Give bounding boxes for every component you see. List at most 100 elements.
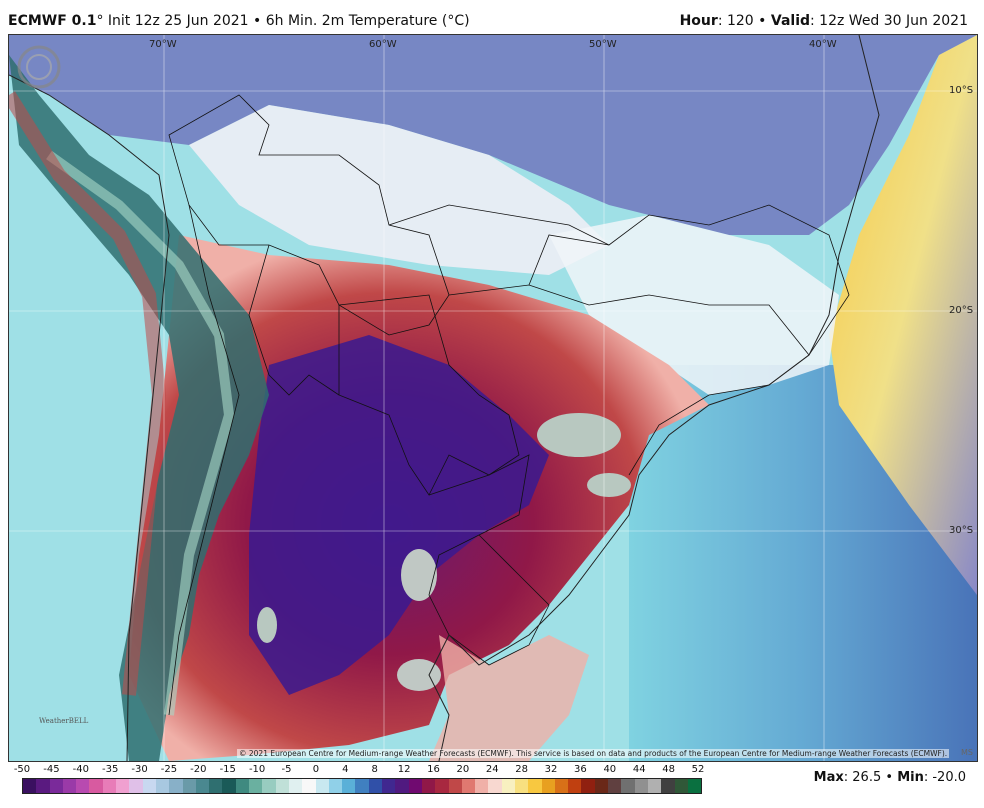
valid-label: Valid [770,13,811,29]
colorbar-tick-label: -45 [43,764,60,775]
country-borders [168,94,850,716]
colorbar-swatch [594,779,609,793]
copyright-notice: © 2021 European Centre for Medium-range … [237,749,950,758]
colorbar-swatch [687,779,702,793]
colorbar-swatch [23,779,37,793]
colorbar-tick-label: 8 [371,764,378,775]
map-canvas [9,35,977,761]
colorbar-swatch [195,779,210,793]
colorbar-tick-label: -35 [102,764,119,775]
colorbar-swatch [222,779,236,793]
colorbar-swatch [288,779,303,793]
colorbar-swatch [89,779,103,793]
header-title: ECMWF 0.1° Init 12z 25 Jun 2021 • 6h Min… [8,11,470,31]
colorbar-swatch [382,779,396,793]
colorbar-swatch [328,779,343,793]
colorbar-ticks: -50 -45 -40 -35 -30 -25 -20 -15 -10 -5 0 4 8 12 16 20 24… [0,764,984,776]
min-value: : -20.0 [923,770,966,785]
max-label: Max [813,770,844,785]
colorbar-tick-label: -5 [281,764,292,775]
colorbar-swatch [182,779,196,793]
colorbar-swatch [355,779,369,793]
colorbar-swatch [76,779,90,793]
corner-mark: MS [961,748,973,757]
colorbar-tick-label: -25 [160,764,178,775]
colorbar-swatch [461,779,476,793]
colorbar-swatch [647,779,662,793]
colorbar-swatch [395,779,409,793]
andes-crest [46,150,235,716]
colorbar-tick-label: 52 [691,764,705,775]
colorbar-swatch [568,779,582,793]
colorbar-swatch [36,779,50,793]
colorbar-swatch [155,779,170,793]
colorbar-swatch [275,779,289,793]
lat-label-30s: 30°S [949,525,974,536]
colorbar-swatch [315,779,329,793]
init-time: ° Init 12z 25 Jun 2021 [96,13,249,29]
colorbar-tick-label: -30 [131,764,148,775]
max-min-summary: Max: 26.5 • Min: -20.0 [814,770,966,785]
colorbar-swatch [541,779,555,793]
logo-text: WeatherBELL [39,717,89,725]
header-bullet: • [253,13,262,29]
colorbar-swatch [621,779,635,793]
atlantic-coastline [428,35,880,761]
frost-patch-4 [397,659,441,691]
frost-patch-5 [257,607,277,643]
colorbar-swatch [448,779,462,793]
colorbar-tick-label: -50 [13,764,31,775]
colorbar-tick-label: 36 [574,764,587,775]
warm-atlantic [829,35,977,595]
colorbar-tick-label: 16 [427,764,440,775]
temperature-map[interactable]: 70°W 60°W 50°W 40°W 10°S 20°S 30°S Weath… [8,34,978,762]
colorbar-swatch [475,779,489,793]
colorbar-swatch [528,779,542,793]
frost-patch-1 [537,413,621,457]
hour-value: : 120 [717,13,754,29]
colorbar-swatch [501,779,515,793]
amazon-mild-region [189,105,609,275]
colorbar-swatch [262,779,276,793]
colorbar-tick-label: 32 [544,764,558,775]
pacific-coast-band [9,91,167,696]
colorbar-swatch [368,779,383,793]
colorbar-swatch [49,779,63,793]
colorbar-tick-label: -20 [190,764,207,775]
colorbar-swatch [661,779,675,793]
header-bullet-2: • [758,13,767,29]
maxmin-bullet: • [885,770,894,785]
frost-patch-3 [401,549,437,601]
colorbar-swatch [142,779,156,793]
colorbar-swatch [408,779,422,793]
colorbar-tick-label: -10 [248,764,266,775]
header-valid: Hour: 120 • Valid: 12z Wed 30 Jun 2021 [680,11,968,31]
colorbar-tick-label: 44 [632,764,646,775]
lon-label-60w: 60°W [369,39,397,50]
hour-label: Hour [679,13,718,29]
north-cool-region [9,35,977,235]
weatherbell-logo [17,45,61,89]
coldest-core [249,335,549,695]
field-name: 6h Min. 2m Temperature (°C) [265,13,470,29]
frost-patch-2 [587,473,631,497]
colorbar-swatch [169,779,183,793]
colorbar-tick-label: 48 [662,764,675,775]
colorbar-tick-label: 0 [312,764,320,775]
colorbar-swatch [102,779,117,793]
colorbar-tick-label: 20 [456,764,470,775]
colorbar-swatch [62,779,77,793]
colorbar-swatch [488,779,502,793]
colorbar-tick-label: 24 [485,764,499,775]
lon-label-50w: 50°W [589,39,617,50]
colorbar-tick-label: 4 [342,764,349,775]
graticule [9,35,977,761]
colorbar-tick-label: 28 [515,764,529,775]
colorbar-swatch [634,779,648,793]
se-brazil-mild [549,215,839,395]
max-value: : 26.5 [843,770,882,785]
colorbar-swatch [209,779,223,793]
lon-label-40w: 40°W [809,39,837,50]
colorbar-swatch [342,779,356,793]
colorbar [22,778,702,794]
